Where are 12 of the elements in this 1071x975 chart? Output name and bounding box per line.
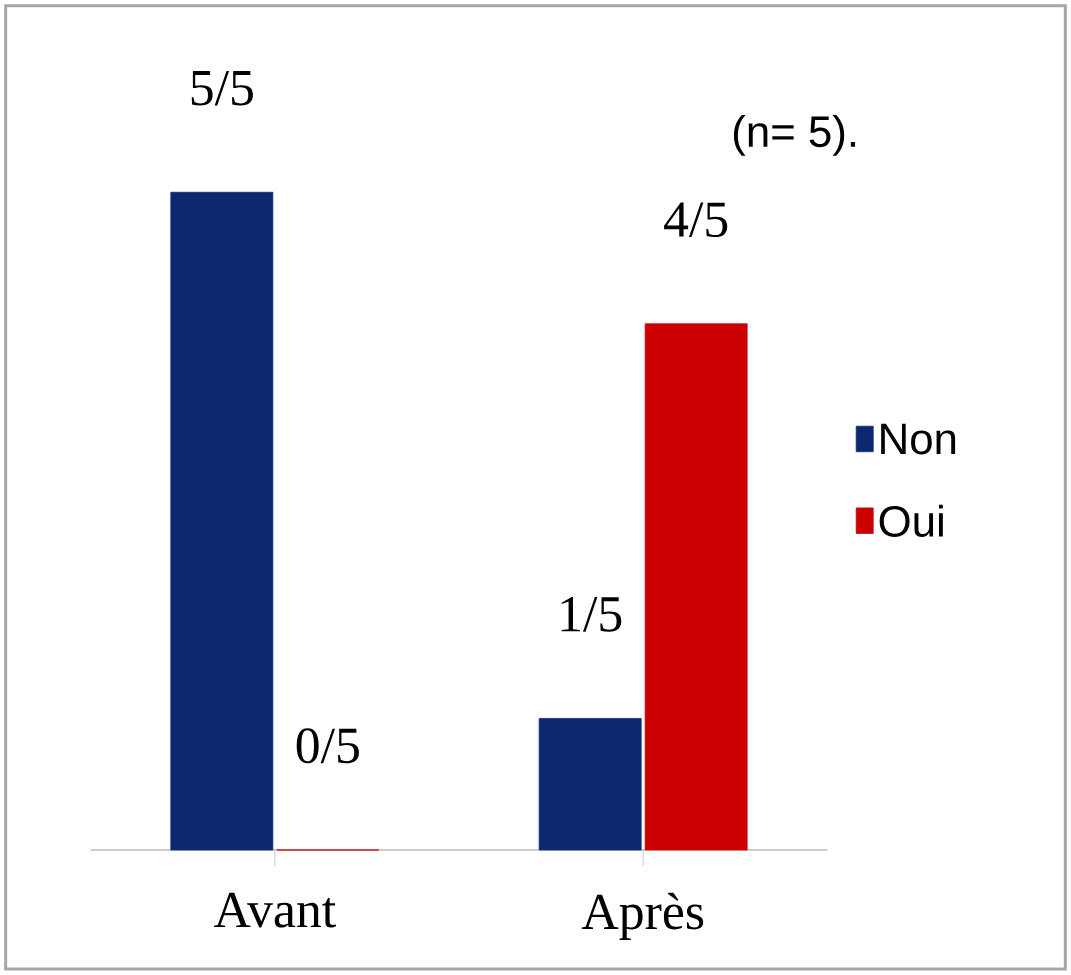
legend-label: Oui (879, 504, 943, 538)
text: (n= 5). (733, 115, 856, 156)
data-label: 4/5 (664, 202, 728, 238)
data-label: 1/5 (561, 597, 622, 632)
data-label: 5/5 (191, 71, 253, 106)
legend-label: Non (881, 424, 956, 455)
bar (644, 323, 748, 851)
x-tick-label: Avant (213, 893, 336, 928)
data-label: 0/5 (296, 728, 359, 764)
x-tick-label: Après (581, 893, 704, 941)
bar (538, 718, 642, 851)
bar (170, 192, 274, 851)
